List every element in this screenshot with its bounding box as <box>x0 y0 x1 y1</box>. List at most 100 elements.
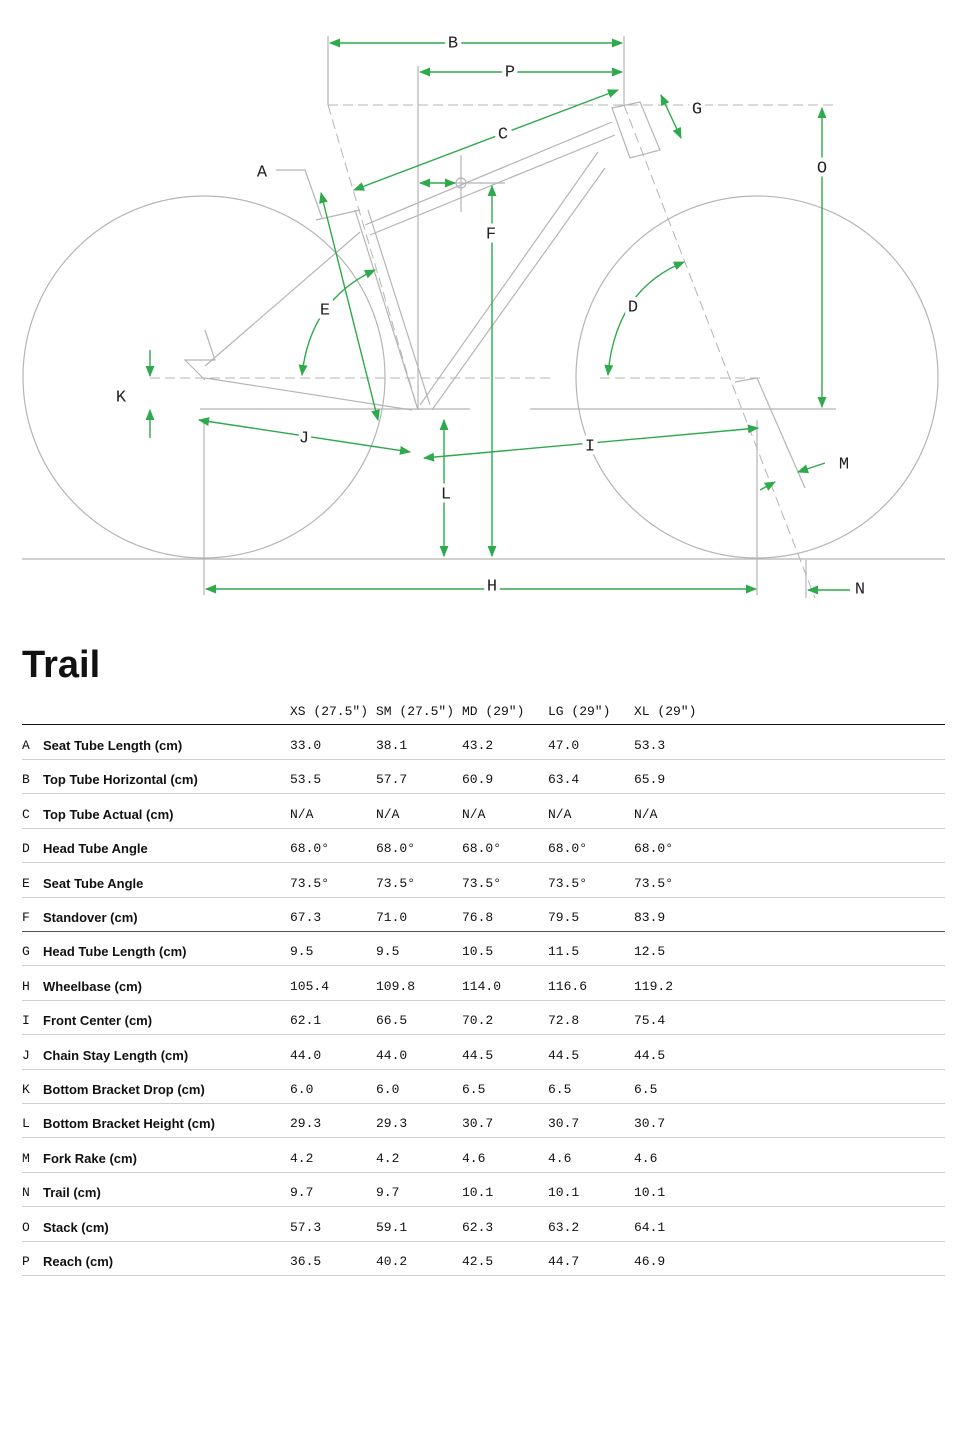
row-rule <box>22 1240 945 1242</box>
row-value: 73.5° <box>462 875 502 891</box>
row-letter: F <box>22 910 30 925</box>
row-value: 68.0° <box>376 841 416 857</box>
row-letter: N <box>22 1185 30 1201</box>
row-value: 4.6 <box>462 1150 486 1166</box>
row-letter: G <box>22 944 30 960</box>
row-value: 73.5° <box>290 875 330 891</box>
row-value: 68.0° <box>634 841 674 857</box>
row-rule <box>22 1103 945 1104</box>
row-value: 10.1 <box>634 1185 666 1201</box>
row-value: 75.4 <box>634 1013 666 1029</box>
row-value: 44.5 <box>462 1047 494 1063</box>
row-name: Seat Tube Length (cm) <box>43 738 183 753</box>
row-value: 66.5 <box>376 1013 408 1029</box>
row-value: 4.2 <box>376 1150 400 1166</box>
dimension-label: L <box>441 485 451 504</box>
dimension-label: O <box>817 159 827 178</box>
row-value: 44.0 <box>376 1047 408 1063</box>
row-value: 53.5 <box>290 772 322 788</box>
row-value: 79.5 <box>548 910 580 925</box>
row-letter: O <box>22 1219 30 1235</box>
row-value: 6.5 <box>462 1082 486 1097</box>
row-value: N/A <box>290 806 314 822</box>
column-header: XS (27.5") <box>290 704 369 719</box>
row-value: 12.5 <box>634 944 666 960</box>
row-value: 53.3 <box>634 738 666 753</box>
dimension-label: F <box>486 225 496 244</box>
row-name: Head Tube Angle <box>43 841 148 857</box>
row-value: 40.2 <box>376 1254 408 1269</box>
row-letter: L <box>22 1116 30 1132</box>
row-value: 9.5 <box>376 944 400 960</box>
column-header: MD (29") <box>462 704 525 719</box>
column-header: LG (29") <box>548 704 611 719</box>
row-letter: P <box>22 1254 30 1269</box>
row-value: 119.2 <box>634 978 674 994</box>
row-value: N/A <box>634 806 658 822</box>
row-letter: I <box>22 1013 30 1029</box>
dimension-label: N <box>855 580 865 599</box>
row-value: 44.7 <box>548 1254 580 1269</box>
row-value: 44.5 <box>548 1047 580 1063</box>
row-rule <box>22 827 945 829</box>
row-value: 71.0 <box>376 910 408 925</box>
row-name: Trail (cm) <box>43 1185 101 1201</box>
row-value: 73.5° <box>548 875 588 891</box>
row-value: 73.5° <box>634 875 674 891</box>
row-letter: K <box>22 1082 30 1097</box>
row-rule <box>22 999 945 1001</box>
row-value: 47.0 <box>548 738 580 753</box>
row-letter: H <box>22 978 30 994</box>
row-value: 46.9 <box>634 1254 666 1269</box>
dimension-label: D <box>628 298 638 317</box>
row-name: Bottom Bracket Height (cm) <box>43 1116 215 1132</box>
row-value: 6.0 <box>376 1082 400 1097</box>
row-value: 10.5 <box>462 944 494 960</box>
row-value: 57.7 <box>376 772 408 788</box>
row-letter: C <box>22 806 30 822</box>
reference-lines <box>150 36 836 599</box>
row-name: Front Center (cm) <box>43 1013 153 1029</box>
row-rule <box>22 1137 945 1139</box>
row-rule <box>22 1171 945 1173</box>
row-name: Chain Stay Length (cm) <box>43 1047 189 1063</box>
row-value: 65.9 <box>634 772 666 788</box>
row-value: 105.4 <box>290 978 330 994</box>
row-value: 10.1 <box>548 1185 580 1201</box>
row-value: 9.5 <box>290 944 314 960</box>
row-name: Head Tube Length (cm) <box>43 944 187 960</box>
column-header: XL (29") <box>634 704 697 719</box>
single-arrows <box>145 350 850 595</box>
row-value: 62.3 <box>462 1219 494 1235</box>
row-value: 109.8 <box>376 978 416 994</box>
row-value: 67.3 <box>290 910 322 925</box>
row-value: 68.0° <box>462 841 502 857</box>
row-value: 36.5 <box>290 1254 322 1269</box>
row-name: Seat Tube Angle <box>43 875 144 891</box>
dimension-label: P <box>505 63 515 82</box>
row-name: Stack (cm) <box>43 1219 109 1235</box>
row-rule <box>22 759 945 760</box>
row-value: 33.0 <box>290 738 322 753</box>
row-value: 63.4 <box>548 772 580 788</box>
dimension-label: H <box>487 577 497 596</box>
row-name: Standover (cm) <box>43 910 138 925</box>
row-value: 29.3 <box>376 1116 408 1132</box>
row-value: 70.2 <box>462 1013 494 1029</box>
row-rule <box>22 896 945 898</box>
row-value: 4.6 <box>634 1150 658 1166</box>
row-value: 44.5 <box>634 1047 666 1063</box>
row-letter: E <box>22 875 30 891</box>
row-value: N/A <box>462 806 486 822</box>
wheels-frame <box>22 101 945 560</box>
row-value: 116.6 <box>548 978 588 994</box>
row-letter: D <box>22 841 30 857</box>
dimension-label: A <box>257 163 268 182</box>
header-rule <box>22 724 945 725</box>
row-value: 30.7 <box>548 1116 580 1132</box>
row-rule <box>22 862 945 864</box>
row-value: 9.7 <box>376 1185 400 1201</box>
row-rule <box>22 1275 945 1276</box>
